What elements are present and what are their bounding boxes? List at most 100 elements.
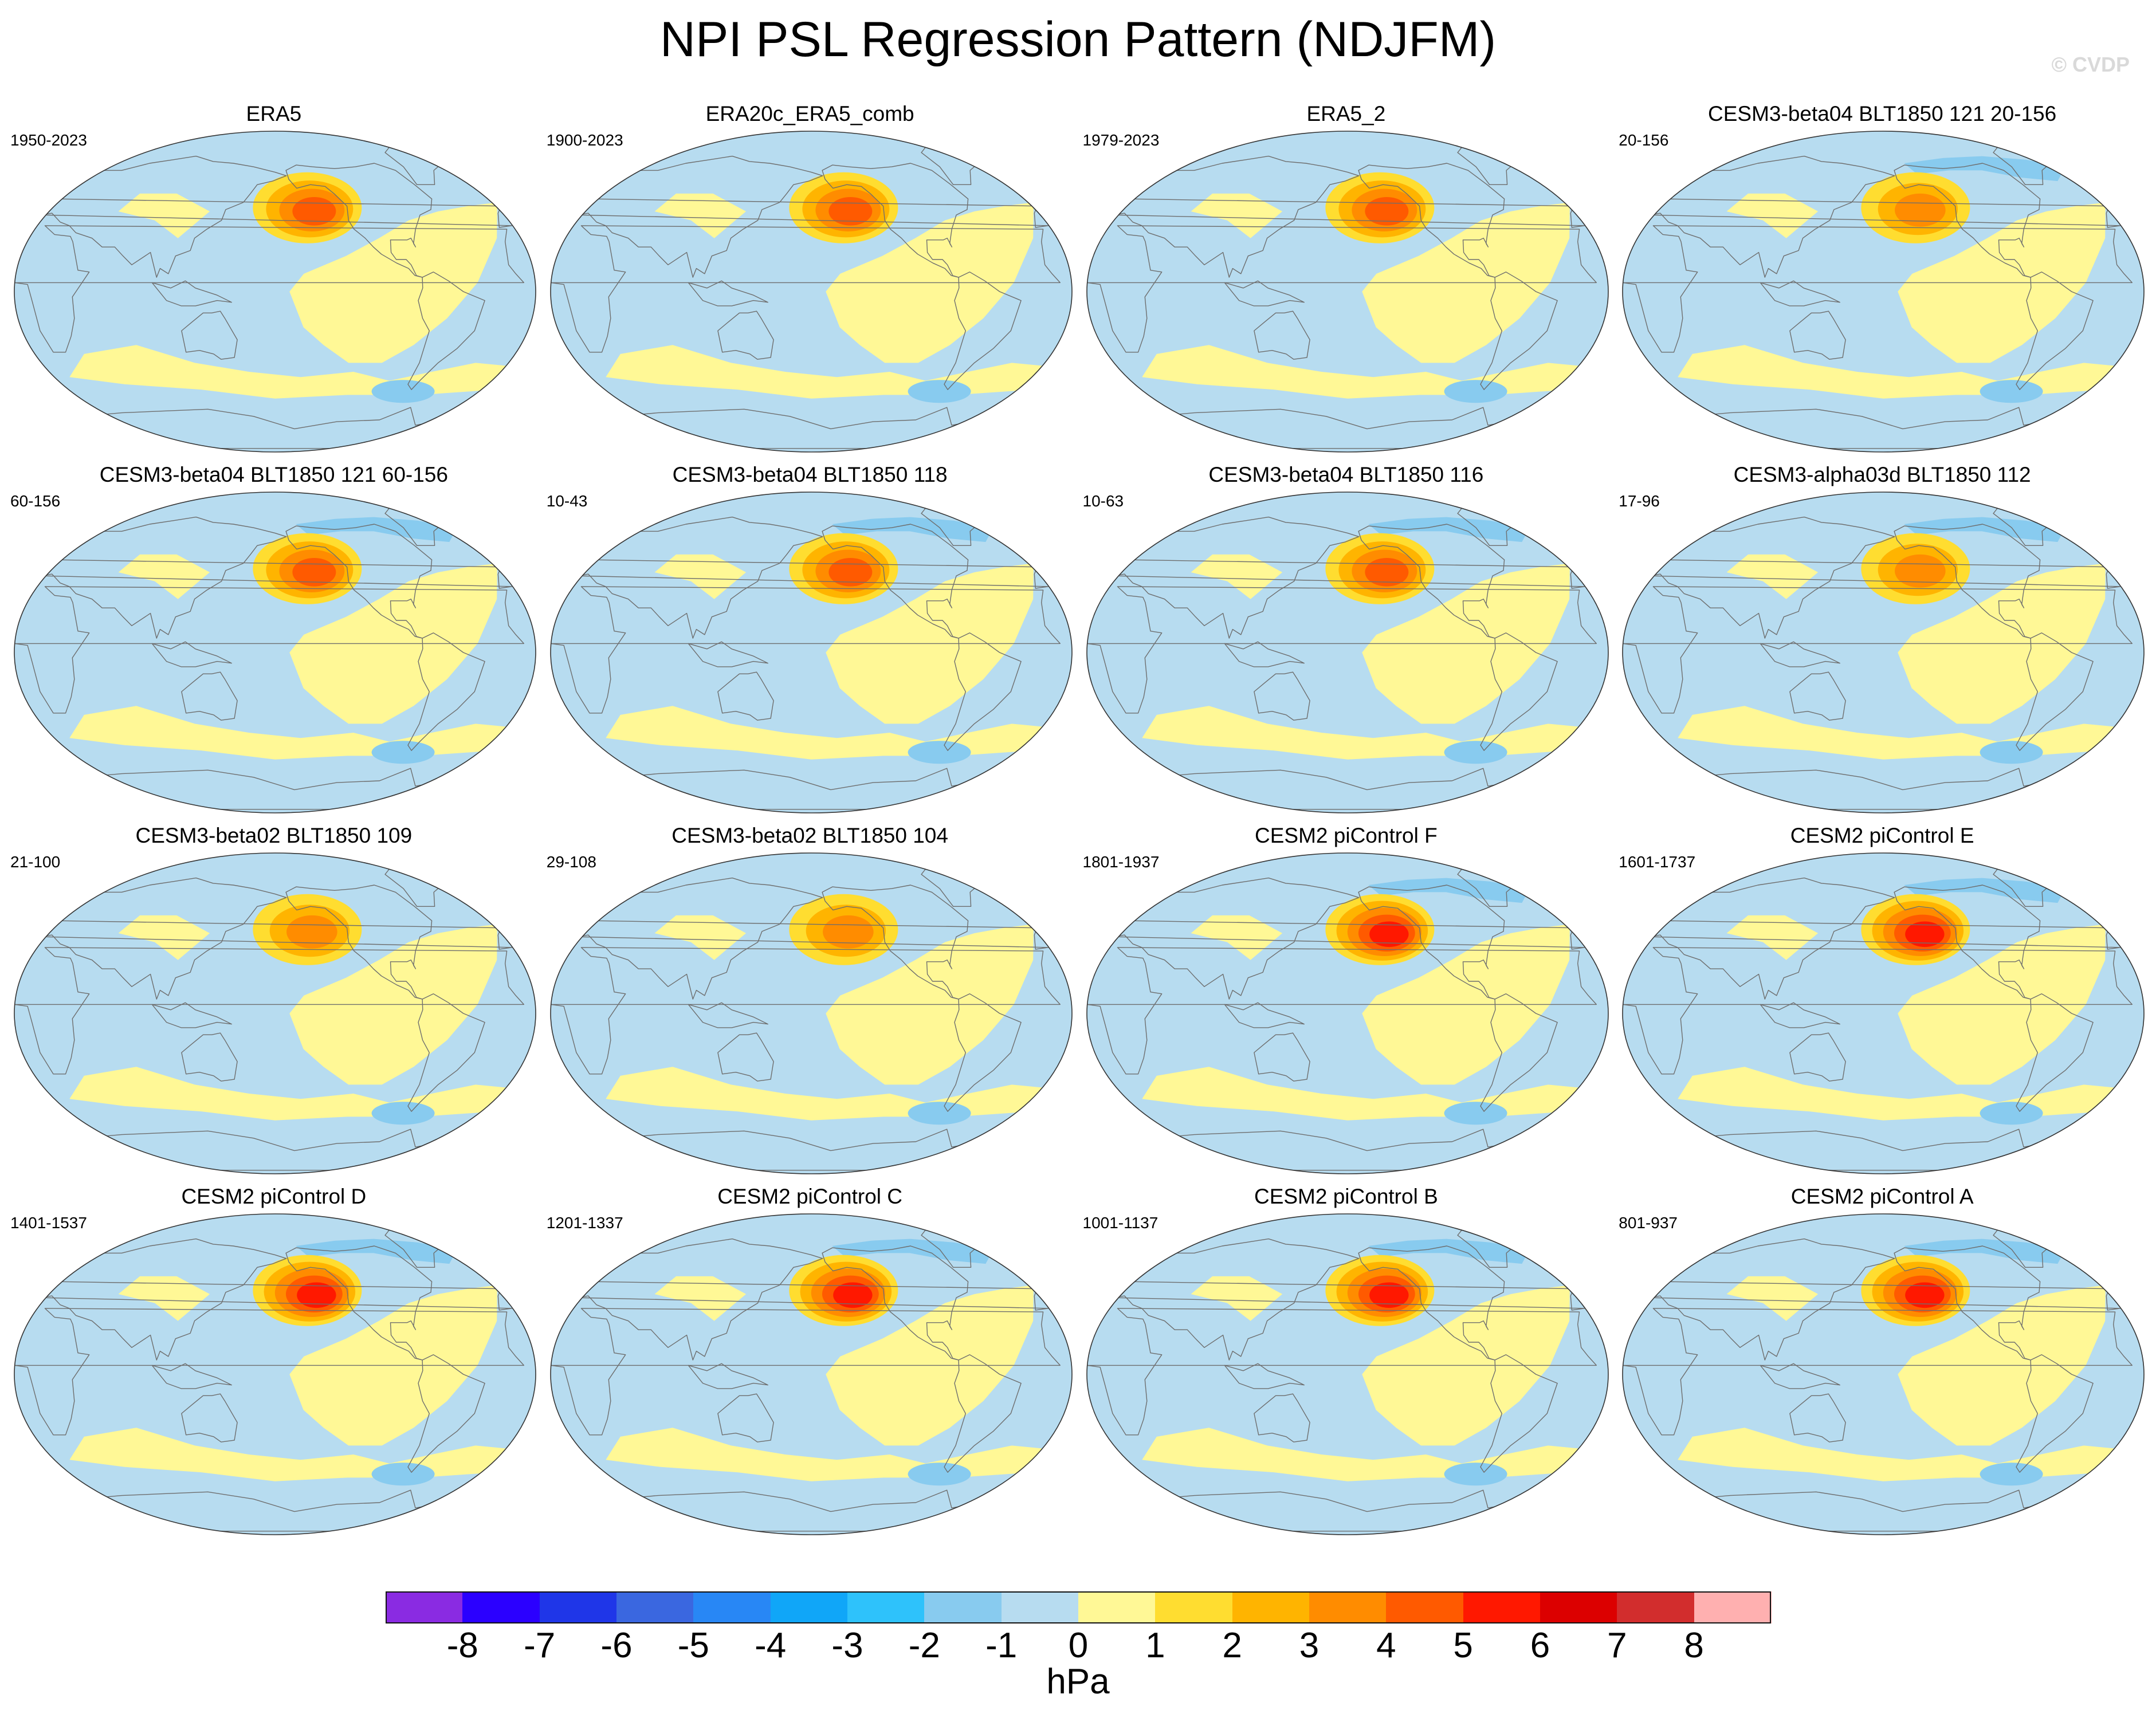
watermark: © CVDP [2051, 53, 2130, 76]
map-panel: ERA5 1950-2023 [6, 96, 542, 457]
coastline-indonesia [151, 280, 232, 306]
field-negative-blob [1444, 1102, 1507, 1125]
panel-years: 1601-1737 [1619, 853, 1696, 871]
field-negative-ring [832, 517, 993, 542]
coastline-indonesia [1224, 280, 1305, 306]
coastline-northAmerica [822, 1245, 969, 1361]
npi-anomaly-contour [828, 557, 873, 587]
coastline-southAmerica [2016, 272, 2094, 390]
coastline-eurasia [577, 155, 1048, 278]
colorbar-swatch [693, 1591, 771, 1623]
coastline-eurasia [577, 1238, 1048, 1361]
panel-years: 1401-1537 [10, 1214, 87, 1232]
coastline-australia [181, 310, 238, 360]
map-panel: CESM2 piControl C 1201-1337 [542, 1179, 1078, 1540]
coastline-australia [181, 1032, 238, 1082]
field-negative-ring [1368, 1239, 1530, 1264]
panel-title: CESM2 piControl B [1254, 1185, 1438, 1208]
coastline-indonesia [1760, 280, 1841, 306]
coastline-indonesia [1224, 641, 1305, 667]
coastline-africa [14, 1308, 524, 1436]
coastline-southAmerica [2016, 993, 2094, 1112]
coastline-indonesia [688, 1002, 768, 1028]
coastline-northAmerica [1894, 524, 2041, 639]
colorbar-tick: -6 [600, 1626, 633, 1665]
panel-title: CESM3-beta04 BLT1850 118 [672, 463, 948, 486]
globe-map [1086, 131, 1609, 453]
npi-anomaly-contour [1905, 921, 1945, 948]
coastline-australia [1789, 1393, 1847, 1442]
coastline-eurasia [41, 877, 513, 1000]
coastline-indonesia [151, 1002, 232, 1028]
coastline-eurasia [1113, 155, 1585, 278]
npi-anomaly-contour [1895, 193, 1946, 227]
colorbar-tick: -4 [755, 1626, 787, 1665]
panel-title: CESM3-beta02 BLT1850 109 [135, 824, 413, 847]
panel-years: 1950-2023 [10, 131, 87, 149]
field-negative-blob [908, 741, 971, 764]
npi-anomaly-contour [1369, 921, 1409, 948]
globe-outline [1086, 1213, 1609, 1535]
colorbar-tick: 0 [1068, 1626, 1089, 1665]
map-panel: CESM3-beta04 BLT1850 121 20-156 20-156 [1614, 96, 2150, 457]
coastline-eurasia [1113, 1238, 1585, 1361]
map-panel: CESM3-beta04 BLT1850 121 60-156 60-156 [6, 457, 542, 818]
panel-years: 21-100 [10, 853, 61, 871]
colorbar-swatch [1694, 1591, 1772, 1623]
field-negative-blob [1444, 741, 1507, 764]
globe-map [14, 852, 536, 1174]
panel-title: CESM3-beta04 BLT1850 121 60-156 [99, 463, 448, 486]
field-negative-blob [371, 380, 435, 403]
field-negative-blob [908, 380, 971, 403]
coastline-eurasia [1113, 877, 1585, 1000]
figure-title: NPI PSL Regression Pattern (NDJFM) [659, 12, 1497, 67]
coastline-southAmerica [407, 993, 485, 1112]
coastline-australia [717, 1032, 774, 1082]
panel-years: 17-96 [1619, 492, 1660, 510]
coastline-southAmerica [407, 632, 485, 751]
coastline-australia [1789, 671, 1847, 721]
npi-anomaly-contour [1905, 1282, 1945, 1308]
npi-anomaly-contour [832, 1282, 873, 1308]
coastline-africa [1086, 586, 1597, 714]
colorbar-swatch [616, 1591, 694, 1623]
coastline-eurasia [1650, 516, 2121, 639]
panel-title: ERA5 [246, 102, 302, 125]
coastline-eurasia [577, 877, 1048, 1000]
map-panel: CESM3-beta02 BLT1850 109 21-100 [6, 818, 542, 1179]
coastline-africa [1086, 1308, 1597, 1436]
coastline-southAmerica [1479, 993, 1558, 1112]
map-panel-grid: ERA5 1950-2023 ERA20c_ERA5_comb 1900-2023 ER… [6, 96, 2150, 1540]
globe-outline [1086, 492, 1609, 813]
coastline-africa [550, 225, 1061, 353]
coastline-southAmerica [1479, 1354, 1558, 1473]
coastline-northAmerica [1894, 163, 2041, 278]
globe-outline [1622, 131, 2145, 453]
coastline-africa [550, 1308, 1061, 1436]
coastline-australia [1253, 310, 1310, 360]
colorbar-swatch [1463, 1591, 1541, 1623]
globe-outline [549, 852, 1073, 1174]
globe-map [1086, 852, 1609, 1174]
field-negative-blob [371, 741, 435, 764]
panel-years: 1801-1937 [1082, 853, 1160, 871]
colorbar-swatch [770, 1591, 848, 1623]
coastline-northAmerica [285, 524, 433, 639]
colorbar-swatch [1232, 1591, 1310, 1623]
colorbar-swatch [1386, 1591, 1464, 1623]
coastline-africa [550, 586, 1061, 714]
globe-outline [14, 1213, 536, 1535]
globe-outline [14, 852, 536, 1174]
colorbar-swatch [1309, 1591, 1387, 1623]
npi-anomaly-contour [286, 915, 337, 949]
field-negative-ring [1904, 517, 2065, 542]
panel-years: 801-937 [1619, 1214, 1678, 1232]
coastline-southAmerica [407, 272, 485, 390]
panel-years: 60-156 [10, 492, 61, 510]
colorbar [386, 1591, 1772, 1623]
colorbar-swatch [539, 1591, 617, 1623]
coastline-indonesia [1760, 1363, 1841, 1389]
coastline-africa [1623, 225, 2133, 353]
coastline-australia [717, 310, 774, 360]
coastline-africa [14, 947, 524, 1075]
